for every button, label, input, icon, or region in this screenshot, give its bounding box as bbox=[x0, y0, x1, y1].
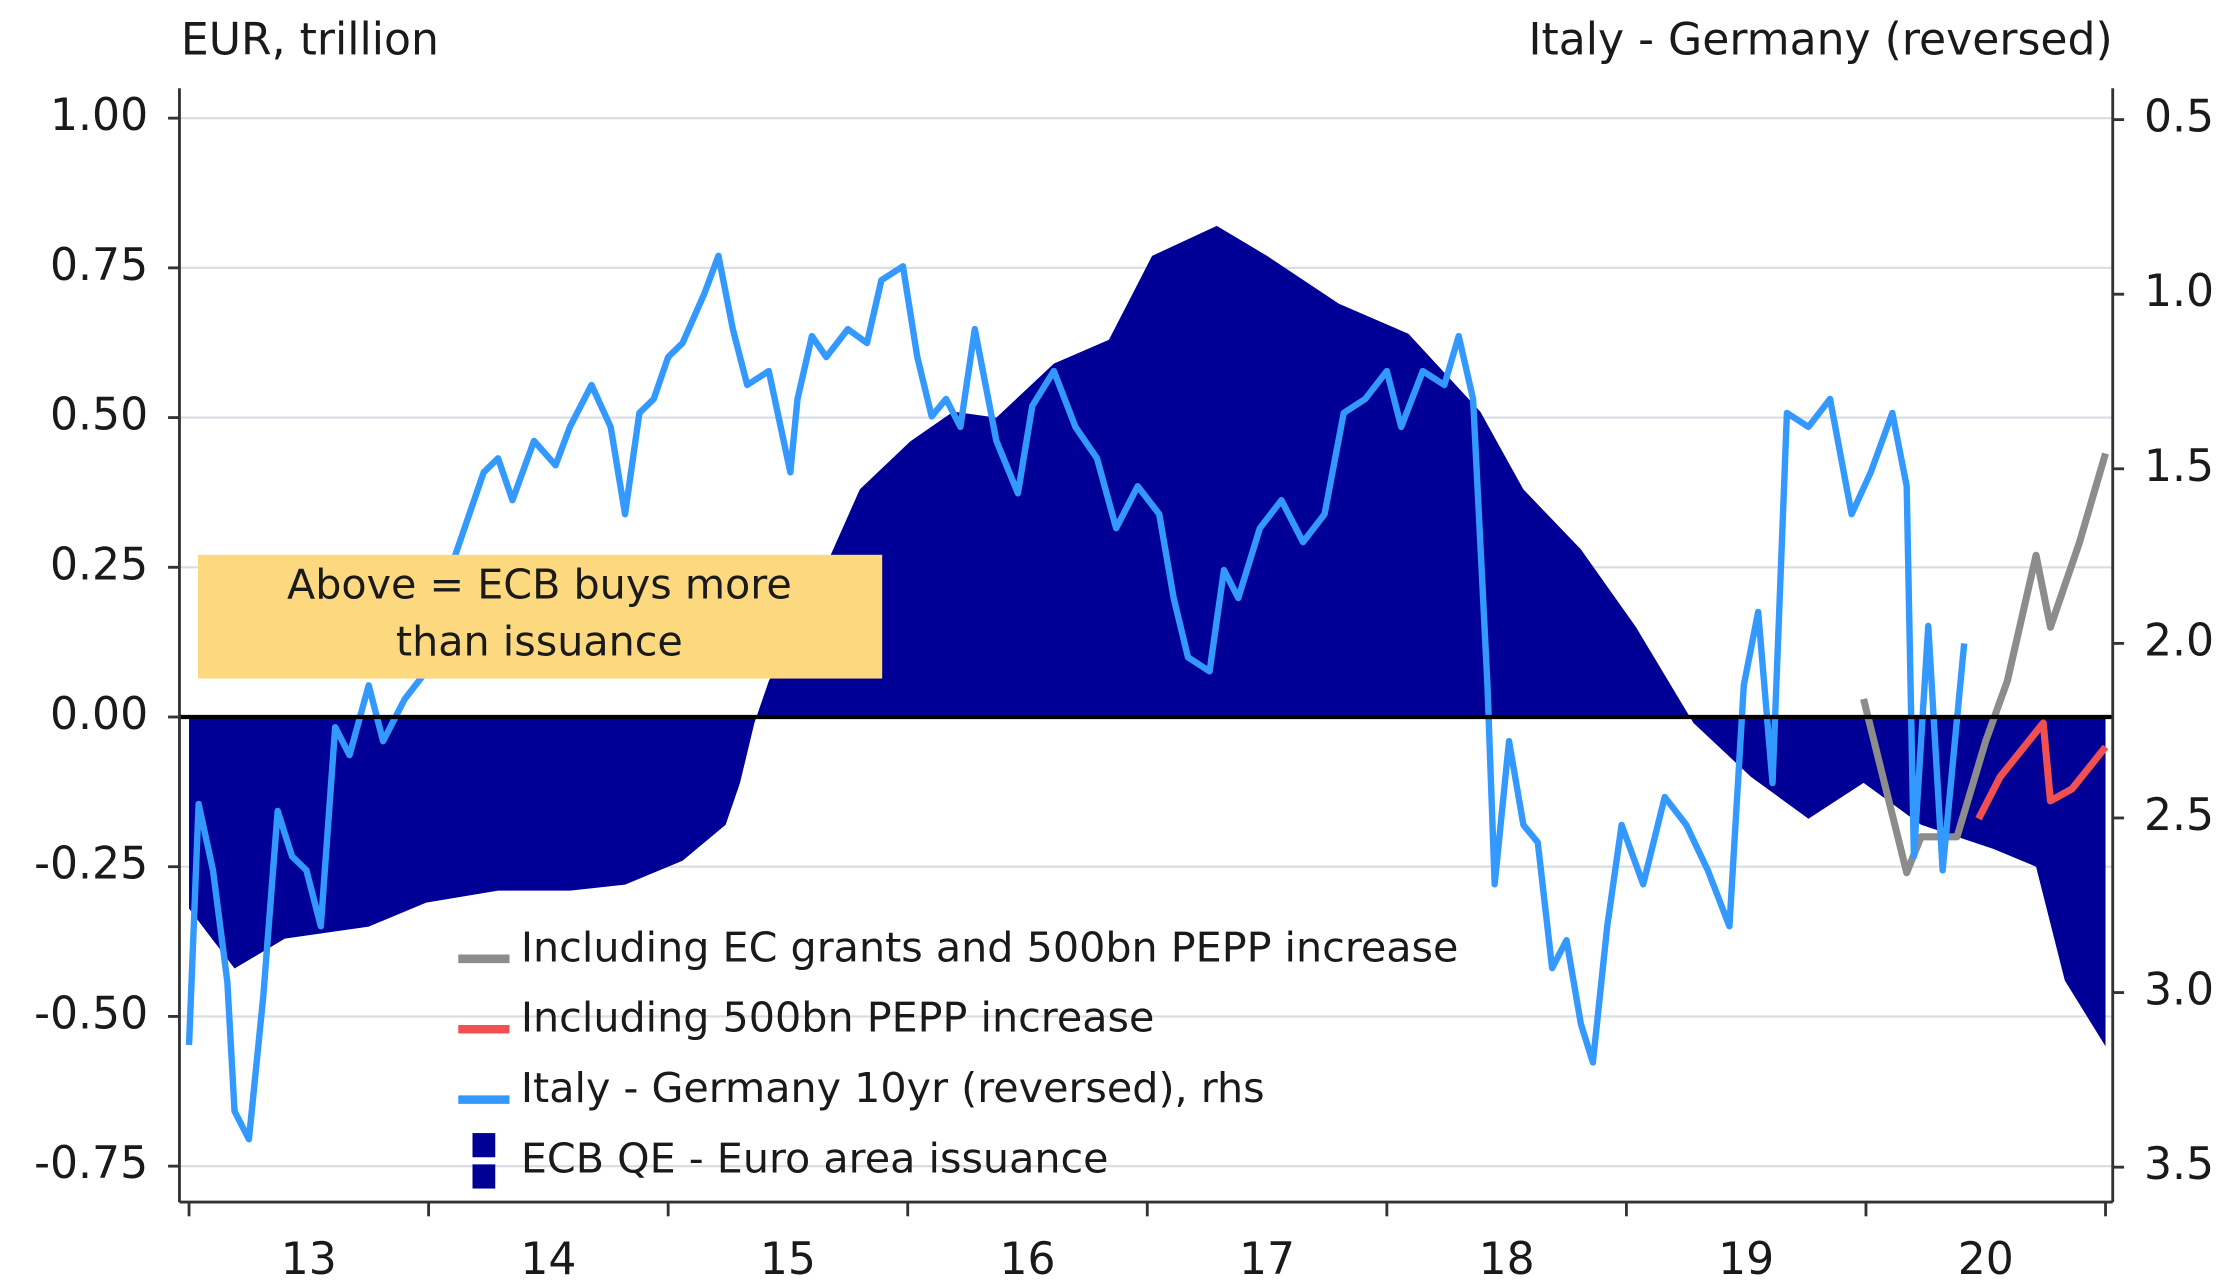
y2-tick-label: 2.5 bbox=[2144, 790, 2214, 841]
legend-label: Italy - Germany 10yr (reversed), rhs bbox=[521, 1064, 1265, 1112]
y2-tick-label: 0.5 bbox=[2144, 92, 2214, 143]
x-tick-label: 20 bbox=[1958, 1234, 2014, 1285]
legend-label: Including EC grants and 500bn PEPP incre… bbox=[521, 923, 1459, 971]
y-axis-label: EUR, trillion bbox=[181, 15, 439, 66]
x-tick-label: 17 bbox=[1239, 1234, 1295, 1285]
y-tick-label: -0.50 bbox=[34, 988, 148, 1039]
x-tick-label: 14 bbox=[520, 1234, 576, 1285]
y-tick-label: 0.75 bbox=[50, 240, 148, 291]
legend-label: Including 500bn PEPP increase bbox=[521, 994, 1155, 1042]
annotation-box bbox=[197, 554, 883, 679]
y2-axis-label: Italy - Germany (reversed) bbox=[1529, 15, 2113, 66]
area bbox=[189, 225, 2106, 1047]
legend-label: ECB QE - Euro area issuance bbox=[521, 1135, 1109, 1183]
x-tick-label: 15 bbox=[760, 1234, 816, 1285]
legend-swatch bbox=[472, 1164, 496, 1189]
y-tick-label: 0.00 bbox=[50, 689, 148, 740]
x-tick-label: 18 bbox=[1479, 1234, 1535, 1285]
x-tick-label: 16 bbox=[999, 1234, 1055, 1285]
y-tick-label: 0.25 bbox=[50, 539, 148, 590]
line bbox=[1975, 719, 2109, 821]
y-tick-label: -0.75 bbox=[34, 1138, 148, 1189]
y2-tick-label: 2.0 bbox=[2144, 615, 2214, 666]
y-tick-label: -0.25 bbox=[34, 839, 148, 890]
y-tick-label: 1.00 bbox=[50, 90, 148, 141]
annotation-text: Above = ECB buys more bbox=[287, 561, 792, 609]
y2-tick-label: 3.0 bbox=[2144, 965, 2214, 1016]
y2-tick-label: 1.0 bbox=[2144, 266, 2214, 317]
legend-swatch bbox=[472, 1133, 496, 1158]
x-tick-label: 13 bbox=[281, 1234, 337, 1285]
annotation-text: than issuance bbox=[396, 617, 683, 665]
x-tick-label: 19 bbox=[1718, 1234, 1774, 1285]
y2-tick-label: 1.5 bbox=[2144, 441, 2214, 492]
y-tick-label: 0.50 bbox=[50, 390, 148, 441]
y2-tick-label: 3.5 bbox=[2144, 1139, 2214, 1190]
